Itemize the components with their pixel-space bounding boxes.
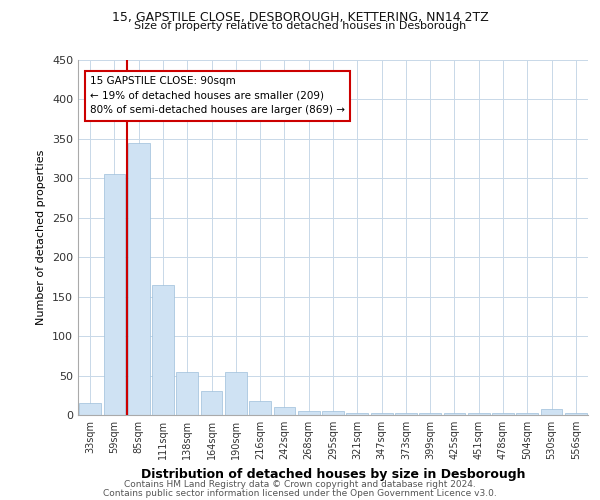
Text: Contains public sector information licensed under the Open Government Licence v3: Contains public sector information licen… [103, 488, 497, 498]
Bar [225, 372, 247, 415]
Bar [541, 408, 562, 415]
Bar [468, 414, 490, 415]
Bar [79, 403, 101, 415]
Bar [274, 407, 295, 415]
Y-axis label: Number of detached properties: Number of detached properties [37, 150, 46, 325]
Text: Contains HM Land Registry data © Crown copyright and database right 2024.: Contains HM Land Registry data © Crown c… [124, 480, 476, 489]
Bar [346, 412, 368, 415]
Text: 15, GAPSTILE CLOSE, DESBOROUGH, KETTERING, NN14 2TZ: 15, GAPSTILE CLOSE, DESBOROUGH, KETTERIN… [112, 11, 488, 24]
Bar [128, 143, 149, 415]
Bar [395, 414, 417, 415]
Text: 15 GAPSTILE CLOSE: 90sqm
← 19% of detached houses are smaller (209)
80% of semi-: 15 GAPSTILE CLOSE: 90sqm ← 19% of detach… [90, 76, 345, 116]
Text: Size of property relative to detached houses in Desborough: Size of property relative to detached ho… [134, 21, 466, 31]
Bar [249, 401, 271, 415]
Bar [443, 414, 466, 415]
Bar [371, 414, 392, 415]
Bar [104, 174, 125, 415]
Bar [492, 414, 514, 415]
Bar [298, 411, 320, 415]
Bar [517, 414, 538, 415]
Bar [419, 414, 441, 415]
Bar [565, 414, 587, 415]
Bar [322, 411, 344, 415]
Bar [176, 372, 198, 415]
X-axis label: Distribution of detached houses by size in Desborough: Distribution of detached houses by size … [141, 468, 525, 480]
Bar [200, 392, 223, 415]
Bar [152, 285, 174, 415]
